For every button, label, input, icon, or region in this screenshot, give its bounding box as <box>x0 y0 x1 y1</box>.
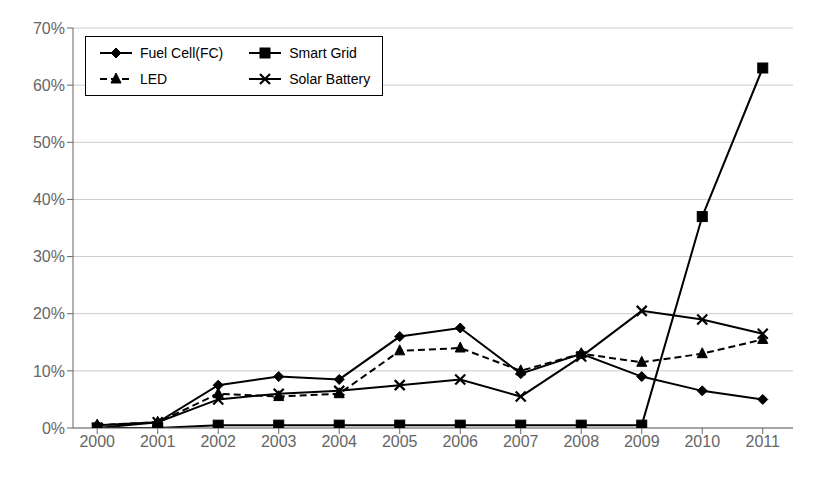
html-text:Fuel Cell(FC): Fuel Cell(FC) <box>140 45 224 61</box>
svg-text:2009: 2009 <box>624 433 660 450</box>
svg-text:2000: 2000 <box>79 433 115 450</box>
svg-text:30%: 30% <box>33 248 65 265</box>
svg-text:2004: 2004 <box>321 433 357 450</box>
svg-text:2006: 2006 <box>442 433 478 450</box>
svg-text:10%: 10% <box>33 363 65 380</box>
svg-text:2005: 2005 <box>382 433 418 450</box>
svg-text:2003: 2003 <box>261 433 297 450</box>
html-text:Solar Battery: Solar Battery <box>289 71 371 87</box>
svg-text:70%: 70% <box>33 20 65 37</box>
svg-text:2008: 2008 <box>563 433 599 450</box>
html-text:LED: LED <box>140 71 168 87</box>
svg-text:2010: 2010 <box>684 433 720 450</box>
svg-text:0%: 0% <box>42 420 65 437</box>
svg-text:60%: 60% <box>33 77 65 94</box>
svg-text:2007: 2007 <box>503 433 539 450</box>
html-text:Smart Grid: Smart Grid <box>289 45 357 61</box>
svg-text:20%: 20% <box>33 305 65 322</box>
svg-text:2002: 2002 <box>200 433 236 450</box>
svg-text:40%: 40% <box>33 191 65 208</box>
svg-text:50%: 50% <box>33 134 65 151</box>
svg-text:2001: 2001 <box>140 433 176 450</box>
svg-text:2011: 2011 <box>746 433 781 450</box>
